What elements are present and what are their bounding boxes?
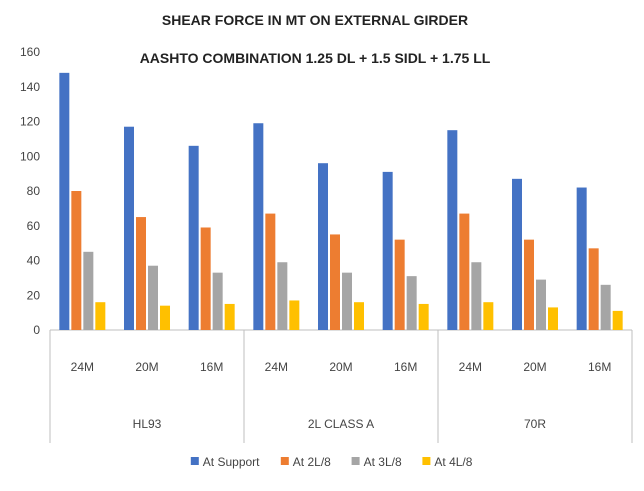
legend-swatch: [190, 457, 199, 465]
bars-layer: [59, 72, 623, 331]
bar-at-support-4: [318, 163, 328, 330]
bar-at-support-3: [253, 123, 264, 330]
bar-at-support-7: [512, 178, 522, 330]
bar-at-3l-8-8: [600, 284, 611, 330]
legend-label: At 3L/8: [364, 455, 402, 469]
axis-layer: 0 20 40 60 80 100 120 140 160: [20, 45, 632, 337]
bar-at-4l-8-4: [354, 302, 364, 330]
category-label: 16M: [588, 360, 611, 374]
bar-at-2l-8-2: [200, 227, 211, 330]
bar-at-3l-8-4: [342, 272, 352, 330]
bar-at-support-8: [576, 187, 587, 330]
category-label: 24M: [265, 360, 288, 374]
bar-at-2l-8-5: [394, 239, 405, 330]
bar-at-4l-8-1: [160, 305, 170, 330]
category-axis-layer: 24M 20M 16M 24M 20M 16M 24M 20M 16M HL93 2L CLASS …: [49, 330, 633, 443]
bar-at-3l-8-0: [83, 251, 94, 330]
bar-at-4l-8-5: [418, 303, 429, 330]
category-label: 24M: [459, 360, 482, 374]
category-label: 16M: [394, 360, 417, 374]
bar-at-2l-8-7: [524, 239, 534, 330]
category-label: 20M: [135, 360, 158, 374]
bar-at-support-2: [188, 145, 199, 330]
bar-at-support-6: [447, 130, 458, 330]
bar-at-3l-8-3: [277, 262, 288, 330]
bar-at-3l-8-7: [536, 279, 546, 330]
bar-at-3l-8-6: [471, 262, 482, 330]
y-tick-label: 20: [27, 288, 41, 302]
bar-at-2l-8-1: [136, 217, 146, 330]
bar-at-support-5: [382, 171, 393, 330]
bar-at-4l-8-7: [548, 307, 558, 330]
y-tick-label: 80: [27, 184, 41, 198]
y-tick-label: 160: [20, 45, 40, 59]
group-label: 2L CLASS A: [308, 417, 374, 431]
bar-at-2l-8-0: [71, 191, 82, 330]
bar-at-support-1: [124, 126, 134, 331]
y-tick-label: 40: [27, 254, 41, 268]
category-label: 16M: [200, 360, 223, 374]
bar-at-4l-8-6: [483, 302, 494, 330]
bar-at-3l-8-2: [212, 272, 223, 330]
bar-at-4l-8-8: [612, 310, 623, 330]
legend-label: At Support: [203, 455, 260, 469]
bar-at-4l-8-2: [224, 303, 235, 330]
category-label: 20M: [523, 360, 546, 374]
group-label: 70R: [524, 417, 546, 431]
legend: At Support At 2L/8 At 3L/8 At 4L/8: [190, 455, 473, 469]
chart-title: SHEAR FORCE IN MT ON EXTERNAL GIRDER: [162, 12, 468, 28]
category-label: 20M: [329, 360, 352, 374]
bar-at-2l-8-4: [330, 234, 340, 330]
bar-at-2l-8-8: [588, 248, 599, 330]
y-tick-label: 120: [20, 115, 40, 129]
bar-at-2l-8-6: [459, 213, 470, 330]
bar-at-4l-8-3: [289, 300, 300, 330]
legend-swatch: [422, 457, 431, 465]
category-label: 24M: [71, 360, 94, 374]
legend-label: At 2L/8: [293, 455, 331, 469]
y-tick-label: 0: [33, 323, 40, 337]
bar-at-2l-8-3: [265, 213, 276, 330]
bar-at-3l-8-1: [148, 265, 158, 330]
chart-subtitle: AASHTO COMBINATION 1.25 DL + 1.5 SIDL + …: [140, 50, 491, 66]
y-tick-label: 100: [20, 149, 40, 163]
legend-swatch: [351, 457, 360, 465]
y-tick-label: 60: [27, 219, 41, 233]
bar-at-3l-8-5: [406, 276, 417, 330]
legend-swatch: [280, 457, 289, 465]
group-label: HL93: [133, 417, 162, 431]
bar-at-4l-8-0: [95, 302, 106, 330]
legend-label: At 4L/8: [434, 455, 472, 469]
y-tick-label: 140: [20, 80, 40, 94]
bar-at-support-0: [59, 72, 70, 330]
